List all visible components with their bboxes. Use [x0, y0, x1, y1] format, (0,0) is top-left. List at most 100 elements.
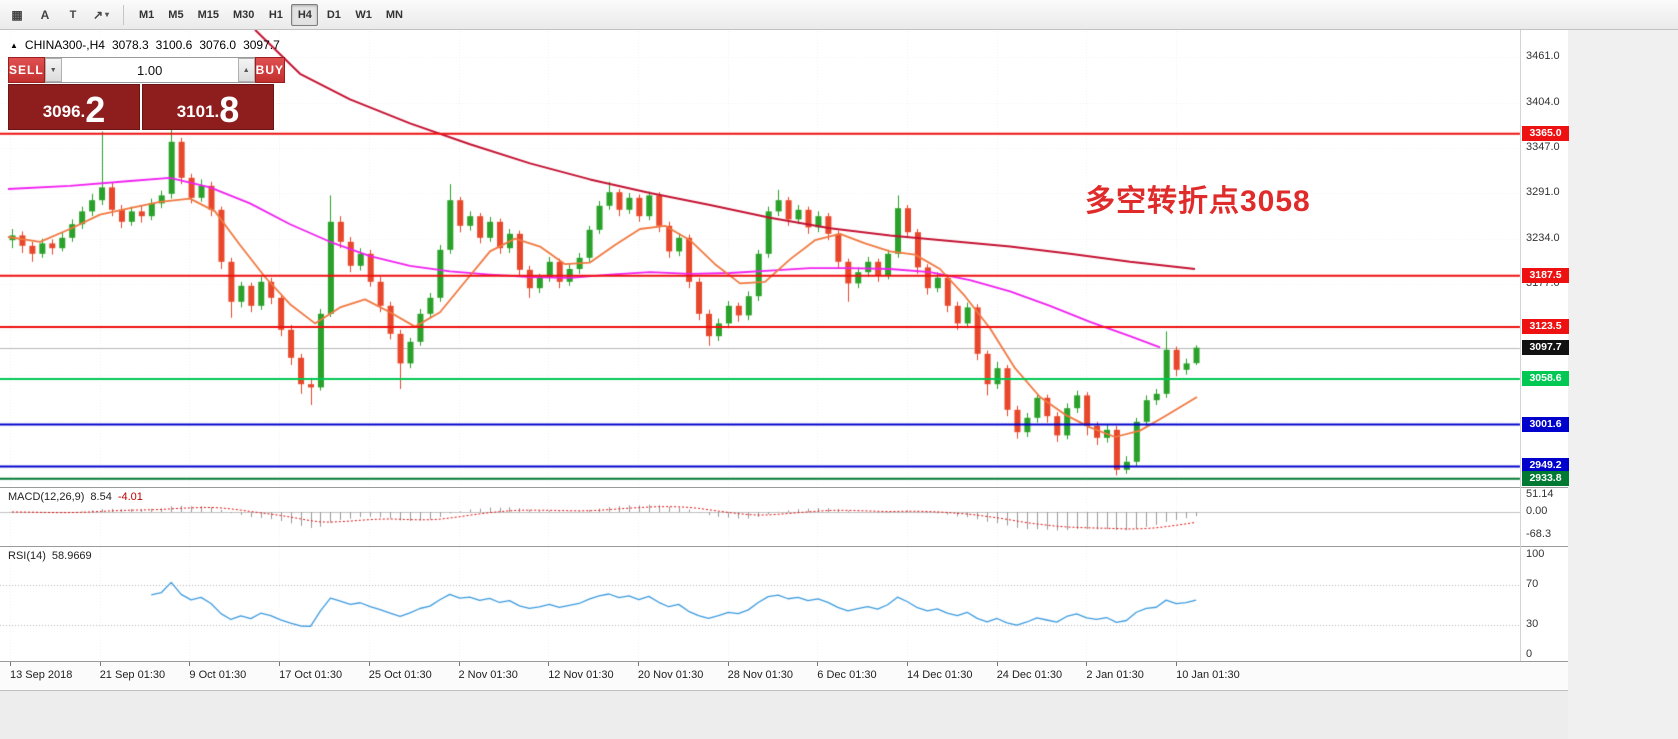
sell-price-main: 3096.	[42, 102, 86, 121]
time-label: 21 Sep 01:30	[99, 669, 166, 681]
toolbar: ▦ A T ↗ ▾ M1 M5 M15 M30 H1 H4 D1 W1 MN	[0, 0, 1678, 30]
time-label: 12 Nov 01:30	[548, 669, 614, 681]
time-label: 24 Dec 01:30	[996, 669, 1063, 681]
time-tick	[99, 662, 101, 666]
time-tick	[817, 662, 819, 666]
text-frame-icon[interactable]: T	[60, 3, 86, 27]
chevron-down-icon: ▾	[105, 10, 110, 19]
time-label: 9 Oct 01:30	[189, 669, 247, 681]
hline-price-label: 3001.6	[1522, 416, 1569, 432]
axis-separator	[1520, 30, 1521, 661]
time-label: 13 Sep 2018	[10, 669, 73, 681]
shapes-icon[interactable]: ↗ ▾	[88, 3, 114, 27]
price-axis[interactable]: 3461.0 3404.0 3347.0 3291.0 3234.0 3177.0 51.1…	[1520, 0, 1578, 690]
rsi-axis-label: 70	[1526, 578, 1539, 590]
time-tick	[279, 662, 281, 666]
one-click-trading-panel: SELL ▼ ▲ BUY 3096. 2 3101. 8	[8, 57, 286, 130]
sell-price-big-digit: 2	[85, 89, 106, 131]
time-label: 14 Dec 01:30	[907, 669, 973, 681]
timeframe-d1-button[interactable]: D1	[320, 4, 347, 26]
ohlc-open: 3078.3	[111, 38, 149, 52]
macd-name: MACD(12,26,9)	[8, 491, 85, 503]
time-tick	[637, 662, 639, 666]
rsi-indicator-label: RSI(14) 58.9669	[8, 550, 92, 562]
timeframe-m30-button[interactable]: M30	[227, 4, 260, 26]
hline-price-label: 3123.5	[1522, 319, 1569, 334]
time-axis[interactable]: 13 Sep 2018 21 Sep 01:30 9 Oct 01:30 17 Oct…	[0, 661, 1568, 690]
text-label-icon[interactable]: A	[32, 3, 58, 27]
trend-annotation: 多空转折点3058	[1085, 185, 1311, 218]
ohlc-close: 3097.7	[243, 38, 280, 52]
time-label: 6 Dec 01:30	[817, 669, 877, 681]
hline-price-label: 3187.5	[1522, 267, 1569, 283]
timeframe-h1-button[interactable]: H1	[262, 4, 289, 26]
time-tick	[907, 662, 908, 666]
buy-price-main: 3101.	[176, 102, 220, 121]
time-label: 2 Nov 01:30	[458, 669, 518, 681]
time-label: 10 Jan 01:30	[1176, 669, 1240, 681]
rsi-axis-label: 100	[1526, 548, 1545, 560]
price-tick-label: 3404.0	[1526, 95, 1560, 108]
timeframe-w1-button[interactable]: W1	[349, 4, 378, 26]
ohlc-high: 3100.6	[155, 38, 193, 52]
last-price-label: 3097.7	[1522, 339, 1569, 355]
footer-area	[0, 690, 1568, 739]
symbol-period-label: CHINA300-,H4	[24, 38, 105, 52]
time-tick	[548, 662, 550, 666]
toolbar-separator	[123, 4, 124, 25]
chart-header: ▲ CHINA300-,H4 3078.3 3100.6 3076.0 3097…	[10, 38, 280, 52]
hline-price-label: 3365.0	[1522, 125, 1569, 141]
macd-axis-label: -68.3	[1526, 527, 1552, 540]
macd-axis-label: 0.00	[1526, 505, 1548, 517]
hline-price-label: 2949.2	[1522, 458, 1569, 474]
timeframe-m1-button[interactable]: M1	[133, 4, 160, 26]
time-tick	[458, 662, 460, 666]
right-gutter	[1568, 30, 1678, 739]
macd-axis-label: 51.14	[1526, 487, 1554, 500]
time-label: 2 Jan 01:30	[1086, 669, 1144, 681]
time-tick	[189, 662, 191, 666]
volume-input[interactable]	[61, 58, 238, 82]
time-tick	[368, 662, 370, 666]
price-tick-label: 3291.0	[1526, 186, 1560, 198]
arrow-glyph: ↗	[92, 7, 104, 22]
time-label: 28 Nov 01:30	[727, 669, 794, 681]
rsi-axis-label: 30	[1526, 618, 1539, 630]
symbol-marker-icon: ▲	[10, 40, 18, 50]
time-tick	[10, 662, 11, 666]
macd-main-value: 8.54	[90, 491, 112, 503]
trade-buttons-row: SELL ▼ ▲ BUY	[8, 57, 286, 83]
sell-price-panel[interactable]: 3096. 2	[8, 84, 140, 130]
time-tick	[996, 662, 998, 666]
timeframe-m5-button[interactable]: M5	[162, 4, 189, 26]
sell-button[interactable]: SELL	[8, 57, 45, 83]
time-label: 17 Oct 01:30	[279, 669, 343, 681]
macd-indicator-label: MACD(12,26,9) 8.54 -4.01	[8, 491, 143, 503]
price-tick-label: 3461.0	[1526, 50, 1560, 62]
volume-dropdown-button[interactable]: ▼	[44, 58, 62, 82]
time-tick	[1176, 662, 1178, 666]
time-tick	[1086, 662, 1088, 666]
panel-separator	[0, 487, 1568, 488]
macd-signal-value: -4.01	[117, 491, 143, 503]
hline-price-label: 3058.6	[1522, 370, 1569, 386]
hline-price-label: 2933.8	[1522, 470, 1569, 486]
timeframe-h4-button[interactable]: H4	[291, 3, 319, 26]
price-tick-label: 3347.0	[1526, 141, 1560, 154]
time-tick	[727, 662, 729, 666]
panel-separator	[0, 546, 1568, 547]
volume-control: ▼ ▲	[44, 57, 255, 83]
rsi-value: 58.9669	[51, 550, 92, 562]
grid-icon[interactable]: ▦	[4, 3, 30, 27]
volume-up-button[interactable]: ▲	[237, 58, 255, 82]
ohlc-low: 3076.0	[199, 38, 237, 52]
price-tick-label: 3234.0	[1526, 231, 1560, 244]
time-label: 25 Oct 01:30	[368, 669, 432, 681]
buy-button[interactable]: BUY	[254, 57, 286, 83]
timeframe-m15-button[interactable]: M15	[192, 4, 225, 26]
buy-price-panel[interactable]: 3101. 8	[142, 84, 274, 130]
timeframe-mn-button[interactable]: MN	[380, 4, 409, 26]
rsi-axis-label: 0	[1526, 648, 1533, 660]
rsi-name: RSI(14)	[8, 550, 46, 562]
